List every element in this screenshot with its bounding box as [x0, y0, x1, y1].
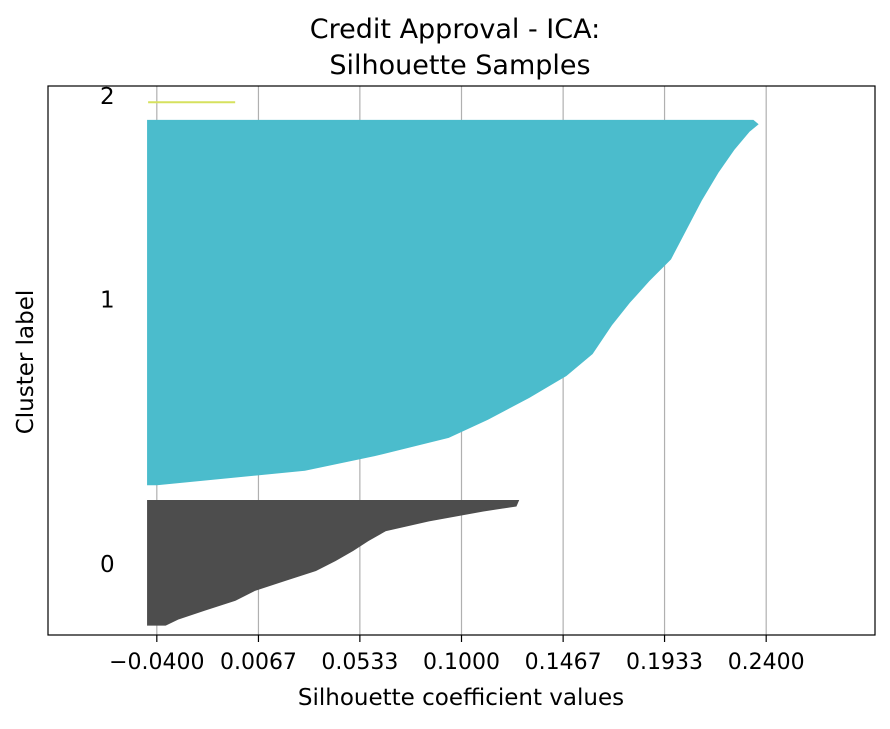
x-axis-label: Silhouette coefficient values — [298, 685, 624, 711]
x-tick-label: 0.1467 — [525, 650, 602, 675]
cluster-layer — [147, 101, 759, 626]
cluster-label-0: 0 — [100, 552, 115, 578]
cluster-label-layer: 0 1 2 — [100, 84, 115, 578]
y-axis-label: Cluster label — [13, 290, 39, 435]
x-tick-layer: −0.0400 0.0067 0.0533 0.1000 0.1467 0.1933 0.2… — [109, 635, 805, 675]
x-tick-label: −0.0400 — [109, 650, 204, 675]
cluster-label-1: 1 — [100, 288, 115, 314]
x-tick-label: 0.2400 — [728, 650, 805, 675]
cluster-1-silhouette — [147, 119, 759, 486]
x-tick-label: 0.0533 — [321, 650, 398, 675]
chart-title-line-1: Credit Approval - ICA: — [310, 14, 600, 45]
x-tick-label: 0.1000 — [423, 650, 500, 675]
x-tick-label: 0.1933 — [626, 650, 703, 675]
cluster-label-2: 2 — [100, 84, 115, 110]
x-tick-label: 0.0067 — [220, 650, 297, 675]
cluster-0-silhouette — [147, 500, 520, 626]
chart-title-line-2: Silhouette Samples — [329, 50, 590, 81]
